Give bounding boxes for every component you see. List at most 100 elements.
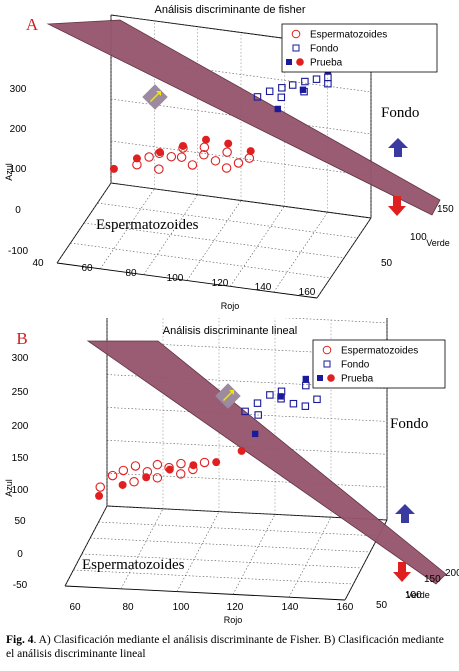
- x-tick-label: 100: [167, 273, 184, 284]
- grid-line: [273, 211, 328, 293]
- legend-espermatozoides-marker: [322, 345, 332, 355]
- espermatozoides-annotation: Espermatozoides: [82, 557, 185, 573]
- z-tick-label: 200: [10, 124, 27, 135]
- point-fondo: [241, 407, 249, 416]
- point-espermatozoides: [154, 164, 164, 174]
- point-prueba: [277, 393, 284, 400]
- chart-a-points: [109, 67, 332, 174]
- point-prueba: [202, 135, 210, 144]
- legend-prueba-square: [317, 375, 323, 381]
- point-fondo: [253, 93, 262, 101]
- normal-arrow-icon: [150, 91, 161, 102]
- point-espermatozoides: [130, 461, 141, 471]
- grid-line: [106, 505, 388, 521]
- y-tick-label: 100: [405, 590, 422, 601]
- point-prueba: [95, 491, 104, 500]
- x-tick-label: 40: [32, 258, 44, 269]
- z-tick-label: 150: [12, 453, 29, 464]
- point-fondo: [289, 399, 298, 408]
- legend-label: Prueba: [341, 374, 374, 385]
- point-prueba: [274, 105, 281, 113]
- point-espermatozoides: [210, 156, 221, 166]
- normal-arrow-icon: [223, 390, 234, 401]
- panel-label: B: [16, 329, 27, 348]
- x-tick-label: 80: [125, 268, 137, 279]
- z-tick-label: 100: [12, 485, 29, 496]
- z-tick-label: 300: [12, 353, 29, 364]
- legend-espermatozoides-marker: [291, 29, 301, 39]
- legend-prueba-circle: [296, 58, 304, 66]
- point-prueba: [251, 430, 259, 438]
- chart-b-legend: Espermatozoides Fondo Prueba: [312, 339, 446, 389]
- point-fondo: [253, 399, 262, 407]
- point-prueba: [246, 147, 255, 156]
- legend-label: Espermatozoides: [310, 30, 387, 41]
- point-espermatozoides: [244, 153, 255, 163]
- point-prueba: [165, 465, 174, 474]
- point-espermatozoides: [152, 459, 163, 470]
- z-tick-label: 200: [12, 421, 29, 432]
- grid-line: [70, 242, 331, 279]
- grid-line: [176, 511, 220, 592]
- chart-panel-a: Análisis discriminante de fisher A Rojo Ver…: [0, 0, 459, 318]
- point-espermatozoides: [187, 160, 198, 170]
- point-fondo: [302, 381, 310, 390]
- point-fondo: [301, 402, 310, 410]
- z-axis-label: Azul: [4, 163, 14, 181]
- point-espermatozoides: [199, 150, 209, 160]
- point-espermatozoides: [175, 469, 186, 479]
- grid-line: [143, 194, 198, 275]
- point-espermatozoides: [152, 473, 163, 483]
- grid-line: [232, 514, 276, 595]
- fondo-annotation: Fondo: [390, 416, 428, 432]
- legend-fondo-marker: [292, 44, 300, 52]
- legend-label: Espermatozoides: [341, 346, 418, 357]
- legend-prueba-square: [286, 59, 292, 65]
- panel-label: A: [26, 15, 39, 34]
- point-espermatozoides: [144, 152, 154, 162]
- point-fondo: [254, 411, 262, 419]
- point-prueba: [224, 139, 233, 148]
- point-espermatozoides: [221, 163, 232, 173]
- point-prueba: [299, 86, 307, 93]
- x-tick-label: 60: [69, 602, 81, 613]
- y-tick-label: 150: [437, 204, 454, 215]
- grid-line: [283, 318, 388, 324]
- chart-a-arrows: [142, 84, 408, 216]
- legend-prueba-circle: [327, 374, 335, 382]
- x-tick-label: 140: [282, 602, 299, 613]
- y-axis-label: Verde: [426, 238, 450, 248]
- x-axis-label: Rojo: [224, 615, 243, 625]
- chart-b-points: [95, 375, 321, 500]
- y-tick-label: 200: [445, 568, 459, 579]
- legend-box: [312, 339, 446, 389]
- discriminant-plane: [86, 340, 447, 585]
- point-prueba: [178, 141, 187, 150]
- point-espermatozoides: [176, 458, 186, 469]
- chart-a-texts: Análisis discriminante de fisher A Rojo Ver…: [4, 4, 454, 311]
- chart-title: Análisis discriminante de fisher: [154, 4, 305, 16]
- point-fondo: [265, 87, 274, 96]
- point-espermatozoides: [107, 470, 118, 481]
- left-floor-edge: [64, 505, 108, 587]
- x-axis-label: Rojo: [221, 301, 240, 311]
- legend-fondo-marker: [323, 360, 331, 368]
- z-tick-label: -100: [8, 246, 28, 257]
- point-fondo: [278, 84, 286, 92]
- point-espermatozoides: [129, 477, 139, 487]
- z-tick-label: -50: [13, 580, 28, 591]
- point-prueba: [142, 473, 151, 482]
- grid-line: [81, 553, 362, 569]
- x-tick-label: 80: [122, 602, 134, 613]
- point-prueba: [109, 164, 118, 173]
- grid-line: [186, 200, 242, 281]
- x-tick-label: 160: [299, 287, 316, 298]
- fondo-annotation: Fondo: [381, 105, 419, 121]
- fondo-arrow-icon: [388, 138, 408, 157]
- z-tick-label: 250: [12, 387, 29, 398]
- point-prueba: [212, 458, 221, 467]
- grid-line: [344, 519, 388, 601]
- y-tick-label: 50: [381, 258, 393, 269]
- grid-line: [120, 508, 164, 589]
- grid-line: [98, 521, 379, 537]
